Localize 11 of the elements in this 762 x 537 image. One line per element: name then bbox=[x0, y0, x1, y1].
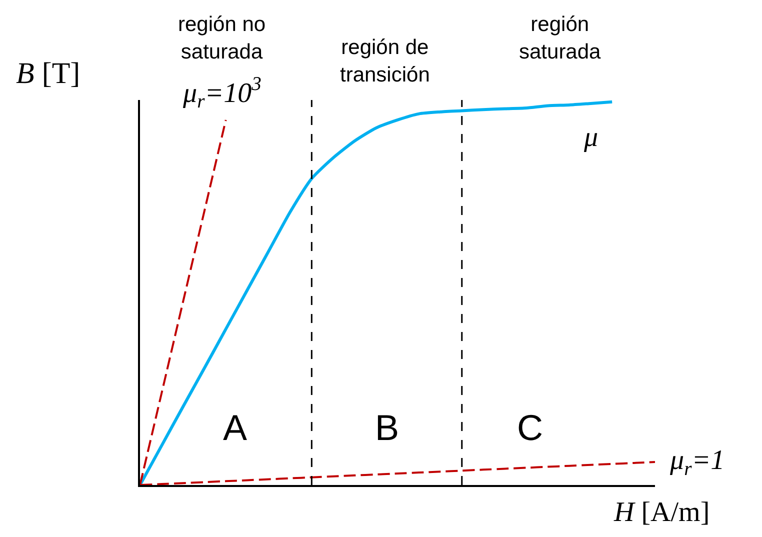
series-label: μ$_{r}$=10$^{3}$ bbox=[182, 74, 262, 113]
series-label: μ$_{r}$=1 bbox=[669, 445, 725, 480]
y-axis-title: B [T] bbox=[16, 57, 80, 90]
text: región saturada bbox=[519, 13, 602, 64]
annotation: C bbox=[517, 407, 543, 448]
annotation: B bbox=[375, 407, 400, 448]
series-label: μ bbox=[583, 122, 598, 153]
text: región de transición bbox=[340, 36, 430, 86]
x-axis-title: H [A/m] bbox=[613, 497, 710, 528]
text: región no saturada bbox=[178, 13, 266, 64]
annotation: A bbox=[223, 407, 248, 448]
